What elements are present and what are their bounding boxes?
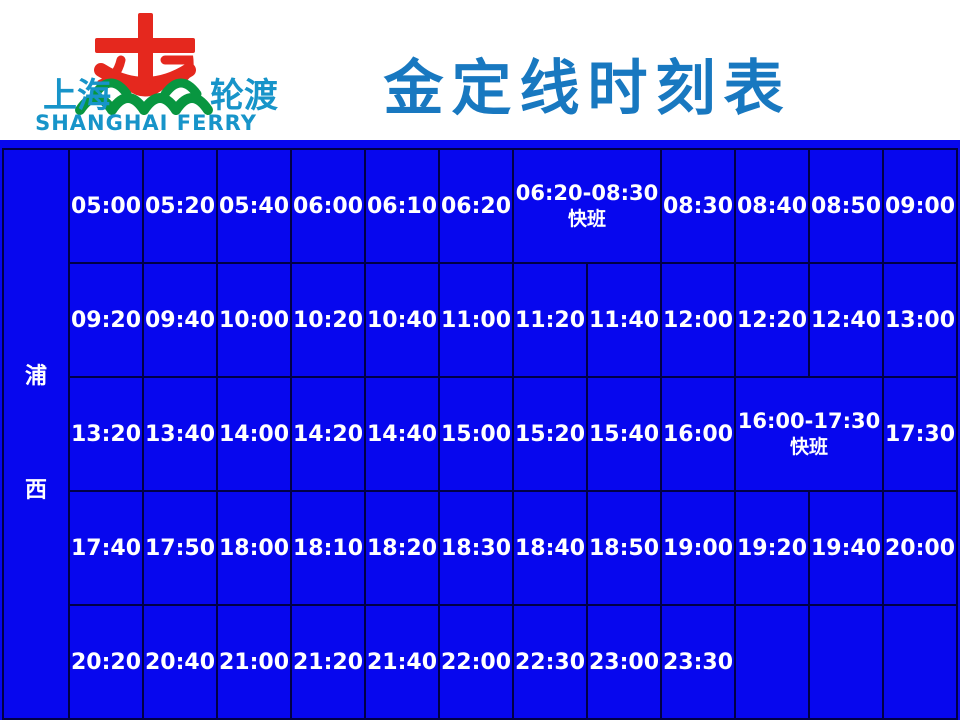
ferry-logo-icon: 上海 轮渡 SHANGHAI FERRY — [35, 13, 278, 135]
logo-text-shanghai-ferry-en: SHANGHAI FERRY — [35, 111, 257, 135]
time-cell: 17:40 — [68, 490, 144, 606]
time-cell: 18:10 — [290, 490, 366, 606]
time-cell: 10:00 — [216, 262, 292, 378]
table-row: 09:20 09:40 10:00 10:20 10:40 11:00 11:20 11:40… — [3, 262, 958, 378]
time-cell: 05:20 — [142, 148, 218, 264]
timetable-body: 浦西 05:00 05:20 05:40 06:00 06:10 06:20 06:20-08… — [2, 148, 958, 720]
time-cell: 19:20 — [734, 490, 810, 606]
time-cell: 09:40 — [142, 262, 218, 378]
time-cell: 17:30 — [882, 376, 958, 492]
time-cell: 15:40 — [586, 376, 662, 492]
time-cell: 21:20 — [290, 604, 366, 720]
time-cell: 23:00 — [586, 604, 662, 720]
time-cell: 14:20 — [290, 376, 366, 492]
time-cell: 09:20 — [68, 262, 144, 378]
time-cell: 12:20 — [734, 262, 810, 378]
time-cell: 14:00 — [216, 376, 292, 492]
time-cell: 06:00 — [290, 148, 366, 264]
time-cell: 18:50 — [586, 490, 662, 606]
table-row: 13:20 13:40 14:00 14:20 14:40 15:00 15:20 15:40… — [3, 376, 958, 492]
time-cell: 05:00 — [68, 148, 144, 264]
time-cell: 13:20 — [68, 376, 144, 492]
logo-text-ferry-cn: 轮渡 — [210, 76, 278, 116]
time-cell: 19:40 — [808, 490, 884, 606]
time-cell: 09:00 — [882, 148, 958, 264]
time-cell: 11:00 — [438, 262, 514, 378]
table-row: 17:40 17:50 18:00 18:10 18:20 18:30 18:40 18:50… — [3, 490, 958, 606]
time-cell: 12:40 — [808, 262, 884, 378]
time-cell: 12:00 — [660, 262, 736, 378]
time-cell: 13:40 — [142, 376, 218, 492]
logo-text-shanghai-cn: 上海 — [43, 76, 111, 116]
timetable: 浦西 05:00 05:20 05:40 06:00 06:10 06:20 06:20-08… — [0, 140, 960, 720]
time-cell: 18:00 — [216, 490, 292, 606]
header: 上海 轮渡 SHANGHAI FERRY 金定线时刻表 — [0, 0, 960, 140]
time-cell: 18:20 — [364, 490, 440, 606]
time-cell: 21:00 — [216, 604, 292, 720]
time-cell: 20:40 — [142, 604, 218, 720]
terminal-char: 西 — [24, 478, 47, 503]
time-cell: 11:40 — [586, 262, 662, 378]
empty-cell — [734, 604, 810, 720]
time-cell: 20:20 — [68, 604, 144, 720]
time-cell: 16:00 — [660, 376, 736, 492]
time-cell: 18:30 — [438, 490, 514, 606]
time-cell: 11:20 — [512, 262, 588, 378]
time-cell: 19:00 — [660, 490, 736, 606]
page-title: 金定线时刻表 — [383, 53, 792, 124]
time-cell: 10:20 — [290, 262, 366, 378]
terminal-label: 浦西 — [2, 148, 70, 720]
time-cell: 21:40 — [364, 604, 440, 720]
time-cell: 05:40 — [216, 148, 292, 264]
time-cell: 20:00 — [882, 490, 958, 606]
time-cell: 23:30 — [660, 604, 736, 720]
time-cell: 06:10 — [364, 148, 440, 264]
time-cell: 22:00 — [438, 604, 514, 720]
time-cell: 16:00-17:30 快班 — [734, 376, 884, 492]
timetable-grid: 浦西 05:00 05:20 05:40 06:00 06:10 06:20 06:20-08… — [2, 148, 958, 720]
time-cell: 17:50 — [142, 490, 218, 606]
table-row: 20:20 20:40 21:00 21:20 21:40 22:00 22:30 23:00… — [3, 604, 958, 720]
time-cell: 15:00 — [438, 376, 514, 492]
time-cell: 08:30 — [660, 148, 736, 264]
time-cell: 08:50 — [808, 148, 884, 264]
time-cell: 14:40 — [364, 376, 440, 492]
time-cell: 18:40 — [512, 490, 588, 606]
terminal-char: 浦 — [24, 364, 47, 389]
time-cell: 06:20-08:30 快班 — [512, 148, 662, 264]
empty-cell — [882, 604, 958, 720]
time-cell: 13:00 — [882, 262, 958, 378]
shanghai-ferry-logo: 上海 轮渡 SHANGHAI FERRY — [0, 0, 285, 140]
empty-cell — [808, 604, 884, 720]
time-cell: 15:20 — [512, 376, 588, 492]
time-cell: 22:30 — [512, 604, 588, 720]
time-cell: 06:20 — [438, 148, 514, 264]
time-cell: 10:40 — [364, 262, 440, 378]
time-cell: 08:40 — [734, 148, 810, 264]
table-row: 浦西 05:00 05:20 05:40 06:00 06:10 06:20 06:20-08… — [2, 148, 958, 720]
